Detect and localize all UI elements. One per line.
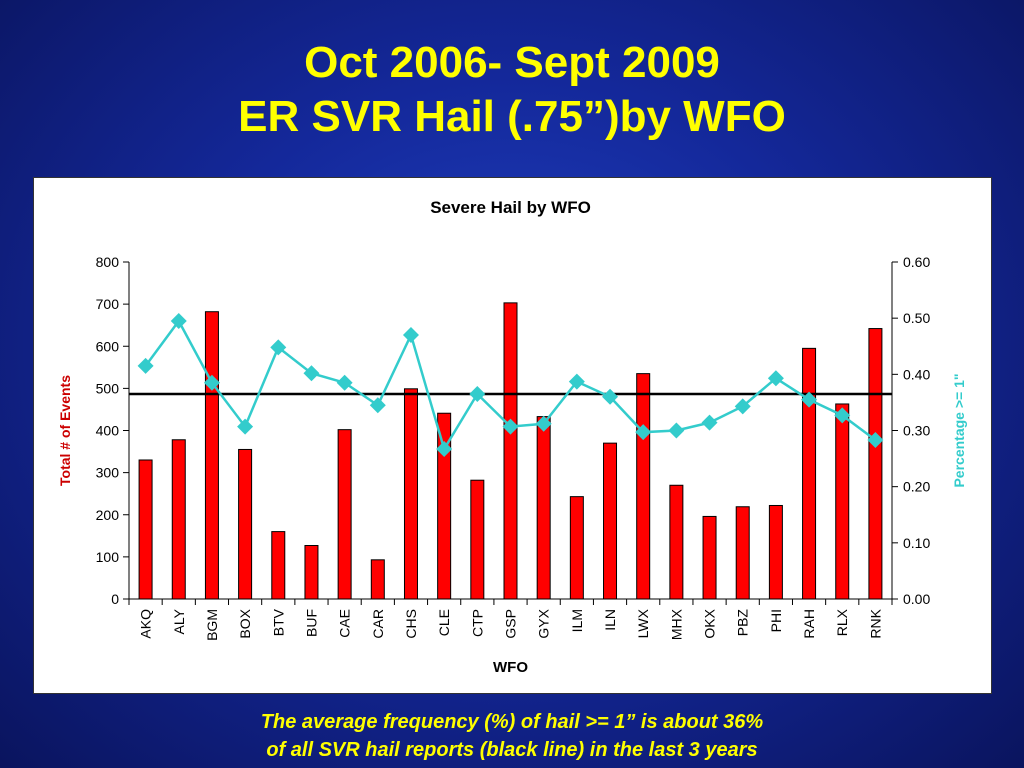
hail-chart: Severe Hail by WFO 0 100 200 300 400 500 600 700… xyxy=(57,198,967,676)
slide-title-line1: Oct 2006- Sept 2009 xyxy=(304,38,720,87)
percentage-marker-rlx xyxy=(834,407,851,424)
x-tick-label-gsp: GSP xyxy=(503,609,519,639)
right-tick-label: 0.40 xyxy=(903,366,930,382)
x-tick-label-box: BOX xyxy=(237,608,253,638)
percentage-marker-cle xyxy=(436,441,453,458)
x-tick-label-cle: CLE xyxy=(436,609,452,636)
percentage-marker-car xyxy=(369,397,386,414)
right-tick-label: 0.50 xyxy=(903,310,930,326)
percentage-marker-buf xyxy=(303,365,320,382)
left-tick-label: 200 xyxy=(96,507,120,523)
x-tick-label-mhx: MHX xyxy=(668,608,684,640)
bar-ctp xyxy=(470,479,485,600)
percentage-marker-pbz xyxy=(734,398,751,415)
x-tick-label-pbz: PBZ xyxy=(735,609,751,637)
x-tick-label-aly: ALY xyxy=(171,608,187,634)
right-tick-label: 0.60 xyxy=(903,254,930,270)
bar-car xyxy=(370,559,385,600)
x-tick-label-chs: CHS xyxy=(403,609,419,639)
percentage-marker-chs xyxy=(402,327,419,344)
percentage-marker-iln xyxy=(602,388,619,405)
slide-title: Oct 2006- Sept 2009 ER SVR Hail (.75”)by… xyxy=(0,36,1024,144)
bar-chs xyxy=(403,388,418,600)
left-tick-label: 300 xyxy=(96,465,120,481)
bar-buf xyxy=(304,545,319,600)
x-tick-label-rah: RAH xyxy=(801,609,817,639)
bar-aly xyxy=(171,439,186,600)
chart-title: Severe Hail by WFO xyxy=(430,198,591,217)
x-tick-label-rnk: RNK xyxy=(867,608,883,638)
percentage-marker-rnk xyxy=(867,432,884,449)
caption-line2: of all SVR hail reports (black line) in … xyxy=(266,739,758,761)
x-tick-label-buf: BUF xyxy=(303,609,319,637)
chart-panel: Severe Hail by WFO 0 100 200 300 400 500 600 700… xyxy=(33,177,992,694)
caption-line1: The average frequency (%) of hail >= 1” … xyxy=(260,711,764,733)
right-tick-label: 0.10 xyxy=(903,535,930,551)
percentage-marker-btv xyxy=(270,339,287,356)
left-tick-label: 500 xyxy=(96,380,120,396)
percentage-marker-gyx xyxy=(535,415,552,432)
percentage-marker-cae xyxy=(336,374,353,391)
x-tick-label-ctp: CTP xyxy=(469,609,485,637)
bar-mhx xyxy=(669,484,684,600)
bar-pbz xyxy=(735,506,750,600)
percentage-marker-ilm xyxy=(568,373,585,390)
left-tick-label: 400 xyxy=(96,423,120,439)
bar-btv xyxy=(271,531,286,600)
bar-rlx xyxy=(835,403,850,600)
x-tick-label-okx: OKX xyxy=(702,608,718,638)
bar-cae xyxy=(337,429,352,600)
left-tick-label: 100 xyxy=(96,549,120,565)
percentage-marker-ctp xyxy=(469,385,486,402)
percentage-marker-lwx xyxy=(635,424,652,441)
right-tick-label: 0.20 xyxy=(903,479,930,495)
x-tick-label-car: CAR xyxy=(370,609,386,639)
percentage-marker-phi xyxy=(767,370,784,387)
y-axis-label: Total # of Events xyxy=(57,375,73,486)
right-tick-label: 0.00 xyxy=(903,591,930,607)
percentage-marker-box xyxy=(237,418,254,435)
x-tick-label-iln: ILN xyxy=(602,609,618,631)
percentage-marker-mhx xyxy=(668,422,685,439)
bar-akq xyxy=(138,459,153,600)
x-tick-label-cae: CAE xyxy=(337,609,353,638)
percentage-marker-akq xyxy=(137,357,154,374)
x-tick-label-rlx: RLX xyxy=(834,608,850,636)
percentage-marker-aly xyxy=(170,312,187,329)
percentage-marker-bgm xyxy=(203,374,220,391)
bar-rah xyxy=(802,347,817,600)
bar-lwx xyxy=(636,373,651,600)
bar-gyx xyxy=(536,416,551,600)
bar-phi xyxy=(768,504,783,600)
x-tick-label-akq: AKQ xyxy=(138,609,154,639)
bar-iln xyxy=(603,442,618,600)
slide-title-line2: ER SVR Hail (.75”)by WFO xyxy=(238,92,786,141)
x-tick-label-btv: BTV xyxy=(270,608,286,636)
percentage-marker-okx xyxy=(701,414,718,431)
slide-caption: The average frequency (%) of hail >= 1” … xyxy=(0,708,1024,764)
bar-box xyxy=(238,448,253,600)
x-tick-label-lwx: LWX xyxy=(635,608,651,638)
left-tick-label: 0 xyxy=(111,591,119,607)
left-tick-label: 600 xyxy=(96,338,120,354)
bar-okx xyxy=(702,515,717,600)
percentage-marker-rah xyxy=(801,391,818,408)
x-tick-label-phi: PHI xyxy=(768,609,784,632)
bar-ilm xyxy=(569,496,584,600)
x-axis-label: WFO xyxy=(493,659,528,676)
left-tick-label: 800 xyxy=(96,254,120,270)
x-tick-label-bgm: BGM xyxy=(204,609,220,641)
bar-gsp xyxy=(503,302,518,600)
left-tick-label: 700 xyxy=(96,296,120,312)
bar-bgm xyxy=(204,311,219,600)
bar-rnk xyxy=(868,328,883,600)
x-tick-label-gyx: GYX xyxy=(536,608,552,638)
right-tick-label: 0.30 xyxy=(903,423,930,439)
percentage-marker-gsp xyxy=(502,418,519,435)
x-tick-label-ilm: ILM xyxy=(569,609,585,632)
y2-axis-label: Percentage >= 1" xyxy=(951,373,967,487)
